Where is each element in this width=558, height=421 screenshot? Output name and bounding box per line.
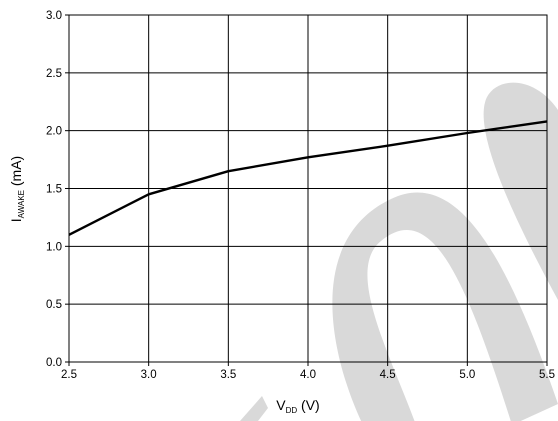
watermark-s-lower — [332, 192, 558, 421]
watermark-s-upper — [483, 82, 558, 300]
y-axis-ticks: 0.0 0.5 1.0 1.5 2.0 2.5 3.0 — [46, 10, 69, 369]
x-tick-label: 3.0 — [141, 369, 157, 381]
y-tick-label: 1.5 — [46, 184, 62, 196]
x-axis-label: VDD (V) — [276, 397, 319, 415]
y-axis-label-unit: (mA) — [8, 156, 24, 190]
y-axis-label-sub: AWAKE — [17, 190, 26, 218]
x-tick-label: 2.5 — [61, 369, 77, 381]
x-tick-label: 4.0 — [300, 369, 316, 381]
x-axis-label-sub: DD — [286, 406, 298, 415]
x-axis-label-unit: (V) — [297, 397, 320, 413]
x-axis-label-main: V — [276, 397, 286, 413]
y-tick-label: 2.0 — [46, 126, 62, 138]
x-tick-label: 5.5 — [539, 369, 555, 381]
y-tick-label: 3.0 — [46, 10, 62, 22]
y-axis-label-main: I — [8, 218, 24, 222]
x-tick-label: 4.5 — [380, 369, 396, 381]
series-line — [68, 120, 548, 236]
x-tick-label: 5.0 — [459, 369, 475, 381]
y-tick-label: 1.0 — [46, 241, 62, 253]
y-tick-label: 0.0 — [46, 357, 62, 369]
watermark-s-tail — [240, 396, 268, 421]
x-axis-ticks: 2.5 3.0 3.5 4.0 4.5 5.0 5.5 — [61, 362, 555, 381]
y-tick-label: 0.5 — [46, 299, 62, 311]
grid — [69, 15, 547, 362]
x-tick-label: 3.5 — [220, 369, 236, 381]
y-axis-label: IAWAKE (mA) — [8, 156, 26, 222]
y-tick-label: 2.5 — [46, 68, 62, 80]
watermark — [240, 82, 558, 421]
series — [68, 120, 548, 236]
